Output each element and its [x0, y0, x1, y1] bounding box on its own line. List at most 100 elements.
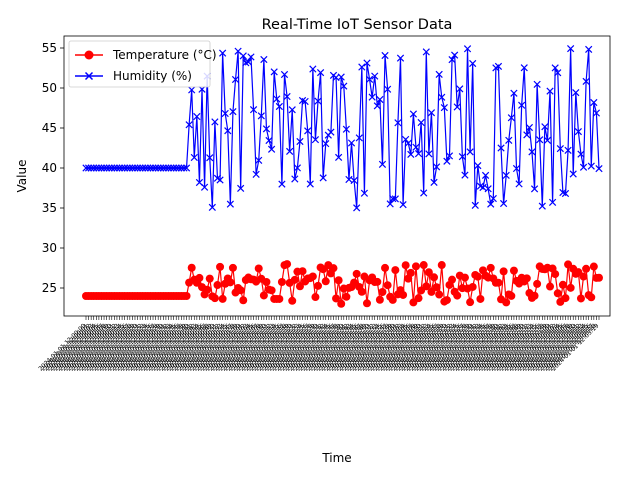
data-point	[419, 261, 428, 270]
data-point	[520, 64, 528, 72]
data-point	[311, 136, 320, 144]
data-point	[286, 147, 294, 155]
data-point	[582, 264, 591, 273]
data-point	[427, 109, 436, 117]
data-point	[352, 269, 361, 278]
legend-label-temperature: Temperature (°C)	[112, 48, 217, 62]
data-point	[340, 82, 348, 90]
data-point	[290, 275, 299, 284]
data-point	[226, 200, 234, 208]
data-point	[396, 54, 405, 62]
data-point	[327, 128, 335, 136]
data-point	[236, 286, 245, 295]
y-tick-label: 50	[42, 81, 57, 95]
data-point	[342, 292, 351, 301]
data-point	[412, 143, 420, 151]
data-point	[536, 136, 544, 144]
data-point	[489, 194, 497, 203]
data-point	[394, 119, 402, 127]
data-point	[533, 80, 541, 88]
data-point	[167, 164, 175, 172]
x-axis-title: Time	[321, 451, 351, 465]
data-point	[231, 75, 240, 84]
data-point	[541, 123, 549, 131]
data-point	[87, 164, 95, 172]
data-point	[422, 48, 430, 56]
data-point	[118, 164, 126, 172]
data-point	[585, 45, 593, 53]
data-point	[335, 153, 343, 161]
data-point	[590, 98, 598, 107]
data-point	[200, 183, 209, 191]
data-point	[249, 106, 258, 114]
data-point	[406, 268, 415, 277]
data-point	[481, 171, 490, 179]
data-point	[203, 285, 212, 294]
data-point	[466, 298, 475, 307]
data-point	[193, 112, 201, 121]
data-point	[572, 89, 580, 97]
data-point	[453, 103, 461, 111]
data-point	[329, 264, 338, 273]
data-point	[224, 127, 232, 135]
data-point	[257, 112, 265, 120]
data-point	[332, 294, 341, 303]
data-point	[422, 282, 431, 291]
data-point	[260, 55, 268, 64]
data-point	[435, 70, 443, 79]
data-point	[399, 290, 408, 299]
data-point	[298, 267, 307, 276]
data-point	[237, 184, 245, 193]
data-point	[523, 131, 531, 139]
data-point	[151, 164, 160, 172]
data-point	[121, 164, 129, 172]
legend-marker-temperature	[84, 50, 94, 60]
y-tick-label: 35	[42, 201, 57, 215]
data-point	[388, 295, 397, 304]
data-point	[213, 281, 222, 290]
data-point	[159, 164, 167, 172]
data-point	[510, 89, 518, 97]
data-point	[375, 295, 384, 304]
data-point	[342, 125, 350, 133]
data-point	[131, 164, 139, 172]
data-point	[221, 109, 229, 118]
data-point	[205, 274, 214, 283]
data-point	[494, 278, 503, 287]
data-point	[430, 178, 438, 187]
data-point	[355, 134, 363, 142]
data-point	[499, 267, 508, 276]
data-point	[337, 73, 345, 81]
data-point	[587, 293, 596, 302]
data-point	[144, 164, 152, 172]
data-point	[577, 150, 585, 158]
data-point	[427, 287, 436, 296]
data-point	[373, 277, 382, 286]
data-point	[90, 164, 98, 172]
data-point	[365, 75, 374, 83]
legend: Temperature (°C) Humidity (%)	[68, 40, 217, 88]
data-point	[507, 291, 516, 300]
data-point	[82, 164, 90, 172]
data-point	[453, 291, 462, 300]
data-point	[538, 202, 546, 210]
data-point	[262, 125, 271, 133]
data-point	[484, 185, 492, 193]
data-point	[92, 164, 100, 172]
data-point	[228, 263, 237, 272]
data-point	[440, 103, 448, 112]
data-point	[280, 70, 289, 79]
data-point	[579, 272, 588, 281]
data-point	[456, 85, 464, 93]
data-point	[273, 95, 281, 103]
data-point	[278, 180, 286, 188]
data-point	[334, 276, 343, 285]
data-point	[110, 164, 118, 172]
data-point	[283, 260, 292, 269]
data-point	[182, 292, 191, 300]
data-point	[175, 164, 183, 172]
data-point	[502, 171, 510, 179]
data-point	[530, 185, 539, 193]
data-point	[306, 180, 314, 188]
data-point	[399, 201, 407, 209]
